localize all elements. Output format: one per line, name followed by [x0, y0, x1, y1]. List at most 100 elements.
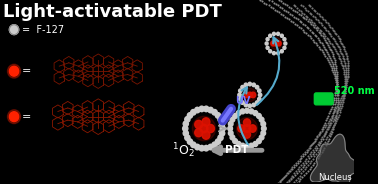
Circle shape	[270, 37, 282, 50]
Circle shape	[256, 85, 259, 89]
Circle shape	[187, 139, 192, 144]
Circle shape	[269, 50, 272, 53]
Circle shape	[273, 32, 276, 36]
Circle shape	[277, 32, 280, 36]
Circle shape	[266, 46, 269, 49]
Circle shape	[191, 142, 196, 148]
Circle shape	[253, 141, 258, 146]
Circle shape	[277, 52, 280, 55]
Circle shape	[202, 131, 210, 139]
Circle shape	[253, 111, 258, 116]
Circle shape	[259, 93, 262, 97]
Text: $^1$O$_2$: $^1$O$_2$	[172, 141, 195, 160]
Circle shape	[218, 135, 223, 141]
Circle shape	[220, 126, 225, 131]
Circle shape	[9, 25, 19, 35]
Circle shape	[220, 121, 225, 127]
Circle shape	[200, 124, 208, 133]
Text: =  F-127: = F-127	[22, 25, 64, 35]
Circle shape	[195, 144, 200, 150]
Circle shape	[9, 66, 19, 76]
Circle shape	[259, 117, 264, 122]
Circle shape	[284, 42, 287, 45]
Circle shape	[259, 135, 264, 140]
Circle shape	[243, 131, 251, 138]
Circle shape	[215, 113, 221, 118]
Circle shape	[199, 106, 204, 112]
Circle shape	[233, 139, 237, 144]
Circle shape	[191, 109, 196, 115]
Circle shape	[237, 118, 257, 140]
Circle shape	[236, 141, 241, 146]
Circle shape	[183, 130, 188, 136]
Circle shape	[243, 125, 251, 132]
Circle shape	[199, 145, 204, 151]
Circle shape	[8, 110, 20, 124]
Circle shape	[233, 114, 237, 118]
Circle shape	[257, 139, 261, 144]
Polygon shape	[310, 134, 361, 184]
Circle shape	[261, 131, 266, 136]
Circle shape	[208, 107, 213, 113]
Circle shape	[244, 92, 249, 98]
Circle shape	[192, 116, 215, 141]
Circle shape	[249, 109, 254, 114]
Circle shape	[257, 114, 261, 118]
Circle shape	[8, 64, 20, 78]
Circle shape	[218, 117, 223, 122]
Text: =: =	[22, 66, 31, 76]
Text: =: =	[22, 112, 31, 122]
Circle shape	[245, 144, 249, 149]
Circle shape	[239, 97, 242, 101]
Circle shape	[271, 41, 276, 46]
Circle shape	[241, 101, 244, 104]
Circle shape	[248, 82, 251, 86]
Circle shape	[243, 119, 251, 126]
Circle shape	[265, 42, 268, 45]
Circle shape	[195, 120, 203, 129]
Circle shape	[247, 92, 253, 98]
Circle shape	[251, 92, 256, 98]
Circle shape	[238, 125, 245, 132]
Circle shape	[245, 108, 249, 113]
Circle shape	[269, 34, 272, 37]
Circle shape	[212, 142, 217, 148]
Circle shape	[258, 97, 261, 101]
Circle shape	[187, 113, 192, 118]
Circle shape	[249, 143, 254, 148]
Circle shape	[183, 126, 188, 131]
Circle shape	[276, 41, 281, 46]
Circle shape	[283, 46, 286, 49]
Circle shape	[266, 38, 269, 41]
Circle shape	[195, 107, 200, 113]
Circle shape	[243, 88, 256, 102]
Circle shape	[273, 52, 276, 55]
Text: UV: UV	[235, 96, 250, 106]
Circle shape	[256, 101, 259, 104]
Circle shape	[244, 103, 248, 107]
Circle shape	[280, 34, 284, 37]
Circle shape	[238, 93, 241, 97]
Circle shape	[283, 38, 286, 41]
Circle shape	[230, 135, 235, 140]
Circle shape	[239, 89, 242, 93]
Circle shape	[9, 112, 19, 122]
Circle shape	[212, 109, 217, 115]
Text: PDT: PDT	[225, 145, 248, 155]
Circle shape	[185, 117, 190, 122]
Circle shape	[228, 126, 232, 131]
Circle shape	[252, 103, 256, 107]
Circle shape	[262, 126, 266, 131]
Circle shape	[258, 89, 261, 93]
Circle shape	[195, 128, 203, 137]
Circle shape	[202, 118, 210, 126]
Circle shape	[280, 50, 284, 53]
Circle shape	[248, 104, 251, 108]
Circle shape	[204, 145, 209, 151]
Circle shape	[204, 106, 209, 112]
Circle shape	[240, 109, 245, 114]
Circle shape	[206, 124, 214, 133]
Circle shape	[240, 143, 245, 148]
Circle shape	[252, 83, 256, 87]
Circle shape	[244, 83, 248, 87]
